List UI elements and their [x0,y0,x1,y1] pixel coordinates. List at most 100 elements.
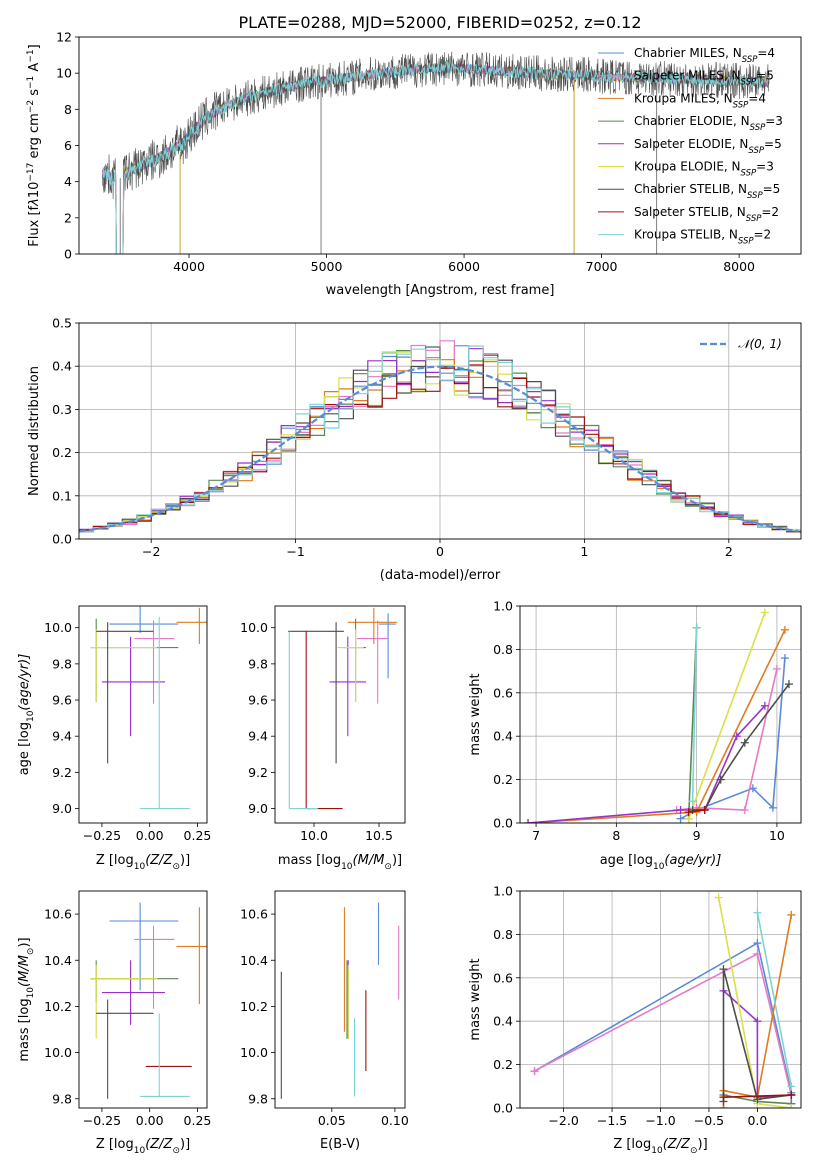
residuals-xlabel: (data-model)/error [380,568,501,583]
spectrum-ylabel-part: s [27,89,42,100]
legend-entry-nssp: =2 [754,228,772,242]
weight_vs_Z-xtick-label: −0.5 [694,1113,724,1128]
legend-entry: Salpeter MILES, NSSP=5 [634,69,774,88]
mass_vs_Z-xtick-label: 0.25 [184,1113,212,1128]
spectrum-xtick-label: 5000 [311,259,343,274]
age_vs_Z-xtick-label: 0.00 [136,828,164,843]
weight_vs_Z-ytick-label: 0.2 [493,1057,513,1072]
age_vs_Z-ytick-label: 9.4 [52,729,72,744]
age_vs_mass-frame [274,605,406,824]
weight_vs_Z-plot-area [530,893,796,1108]
weight_vs_Z-xlabel-part: ⊙ [690,1146,698,1156]
mass_vs_Z-ylabel-part: (M/M [17,955,32,987]
spectrum-ytick-label: 12 [56,30,72,45]
mass_vs_ebv-xtick-label: 0.05 [318,1113,346,1128]
mass_vs_ebv-ytick-label: 9.8 [248,1091,268,1106]
spectrum-ylabel-part: A [27,63,42,76]
spectrum-xlabel: wavelength [Angstrom, rest frame] [326,283,555,298]
weight_vs_Z-ytick-label: 0.4 [493,1014,513,1029]
weight_vs_Z-ytick-label: 1.0 [493,884,513,899]
residuals-axes: −2 −1 0 1 2 0.0 0.1 0.2 0.3 0.4 0.5 [52,316,802,559]
spectrum-ytick-label: 6 [64,138,72,153]
legend-entry-nssp: =4 [748,91,766,105]
spectrum-ylabel-part: λ [27,198,42,207]
legend-entry-name: Salpeter STELIB, N [634,205,746,219]
mass_vs_Z-xtick-label: −0.25 [83,1113,121,1128]
mass_vs_ebv-ytick-label: 10.0 [240,1045,268,1060]
legend-entry-sub: SSP [746,214,762,224]
weight-line-kroupa-stelib [756,912,793,1087]
residuals-xtick-label: −1 [286,544,304,559]
weight-line-kroupa-elodie [687,612,766,819]
age_vs_Z-xlabel-part: (Z/Z [145,853,173,868]
weight_vs_age-xlabel-part: 10 [653,862,665,872]
mass_vs_Z-ylabel-part: 10 [26,987,36,999]
age_vs_mass-ytick-label: 9.2 [248,765,268,780]
age_vs_Z-xlabel-part: Z [log [96,853,134,868]
weight_vs_age-axes: 7 8 9 10 0.0 0.2 0.4 0.6 0.8 1.0 [493,599,802,843]
age_vs_Z-xlabel-part: )] [180,853,190,868]
mass_vs_Z-ytick-label: 10.2 [44,999,72,1014]
mass_vs_ebv-frame [274,890,406,1109]
mass_vs_Z-frame [78,890,208,1109]
legend-entry: Kroupa STELIB, NSSP=2 [634,228,771,247]
age_vs_mass-ytick-label: 9.4 [248,729,268,744]
mass_vs_Z-ytick-label: 10.4 [44,953,72,968]
mass_vs_Z-xtick-label: 0.00 [136,1113,164,1128]
residuals-ytick-label: 0.2 [52,445,72,460]
legend-entry-name: Kroupa STELIB, N [634,228,738,242]
residuals-xtick-label: 0 [436,544,444,559]
weight_vs_age-ytick-label: 0.4 [493,729,513,744]
age_vs_Z-ylabel-part: age [log [17,722,32,775]
legend-entry-sub: SSP [741,78,757,88]
weight_vs_Z-xlabel-part: )] [698,1137,708,1152]
spectrum-line-kroupa-stelib [102,61,770,254]
spectrum-ylabel-part: Flux [f [27,205,42,246]
mass_vs_ebv-ytick-label: 10.4 [240,953,268,968]
age_vs_Z-plot-area [90,606,207,810]
weight_vs_age-xlabel-part: (age/yr)] [664,853,721,868]
legend-entry-nssp: =5 [756,69,774,83]
legend-entry-nssp: =4 [757,46,775,60]
legend-entry-name: Salpeter ELODIE, N [634,137,748,151]
spectrum-ylabel: Flux [fλ10−17 erg cm−2 s−1 A−1] [26,44,42,246]
residuals-xtick-label: −2 [142,544,160,559]
age_vs_Z-ytick-label: 9.6 [52,693,72,708]
spectrum-line-chabrier-stelib [102,51,770,254]
weight-line-kroupa-elodie [717,897,792,1108]
weight-line-salpeter-miles [676,668,778,811]
legend-entry: Salpeter STELIB, NSSP=2 [634,205,779,224]
weight_vs_age-ytick-label: 0.8 [493,642,513,657]
legend-entry-sub: SSP [748,146,764,156]
weight_vs_age-ytick-label: 0.2 [493,772,513,787]
residuals-ytick-label: 0.4 [52,359,72,374]
weight_vs_Z-xtick-label: −1.5 [597,1113,627,1128]
residuals-ytick-label: 0.5 [52,316,72,331]
weight_vs_Z-frame [519,890,802,1109]
weight_vs_Z-ytick-label: 0.8 [493,927,513,942]
spectrum-ylabel-part: −1 [26,49,36,62]
residuals-frame [78,322,802,540]
legend-entry-nssp: =5 [763,182,781,196]
weight_vs_Z-ylabel: mass weight [468,958,483,1040]
legend-entry: Chabrier MILES, NSSP=4 [634,46,775,65]
residuals-ylabel: Normed distribution [27,366,42,496]
spectrum-xtick-label: 8000 [723,259,755,274]
legend-entry-name: Salpeter MILES, N [634,69,741,83]
mass_vs_Z-axes: −0.25 0.00 0.25 9.8 10.0 10.2 10.4 10.6 [44,890,212,1128]
legend-entry: Kroupa MILES, NSSP=4 [634,91,766,110]
mass_vs_ebv-xtick-label: 0.10 [381,1113,409,1128]
spectrum-ylabel-part: erg cm [27,113,42,162]
legend-entry-nssp: =3 [765,114,783,128]
weight_vs_age-xtick-label: 9 [693,828,701,843]
weight_vs_Z-xtick-label: −2.0 [548,1113,578,1128]
spectrum-xtick-label: 6000 [448,259,480,274]
mass_vs_ebv-plot-area [280,902,400,1099]
age_vs_mass-xlabel-part: )] [392,853,402,868]
legend-entry: Salpeter ELODIE, NSSP=5 [634,137,782,156]
mass_vs_Z-ylabel-part: )] [17,937,32,947]
mass_vs_ebv-ytick-label: 10.2 [240,999,268,1014]
age_vs_Z-xlabel: Z [log10(Z/Z⊙)] [96,853,190,872]
spectrum-xtick-label: 4000 [173,259,205,274]
age_vs_mass-xlabel-part: ⊙ [384,862,392,872]
